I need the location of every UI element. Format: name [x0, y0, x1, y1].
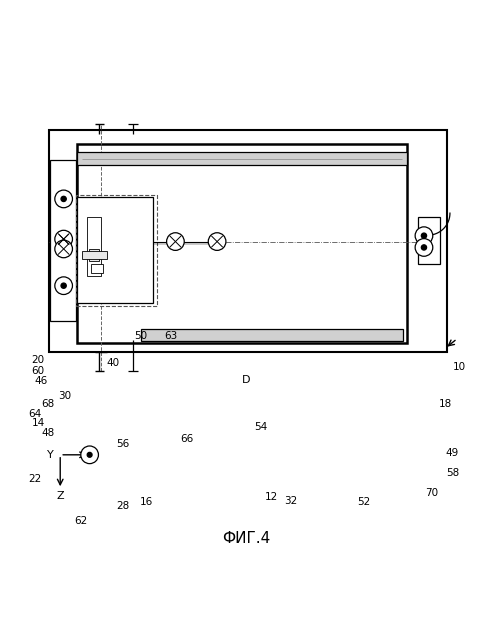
Text: 22: 22	[28, 474, 41, 484]
Bar	[82, 252, 107, 259]
Circle shape	[81, 446, 99, 463]
Bar	[91, 264, 103, 273]
Circle shape	[87, 452, 92, 457]
Bar	[50, 130, 386, 352]
Text: 50: 50	[135, 331, 148, 340]
Text: D: D	[242, 375, 251, 385]
Bar	[77, 152, 407, 164]
Circle shape	[167, 233, 184, 250]
Text: 63: 63	[164, 331, 177, 340]
Text: 64: 64	[28, 409, 41, 419]
Text: 52: 52	[357, 497, 371, 508]
Circle shape	[422, 244, 426, 250]
Text: 70: 70	[425, 488, 438, 497]
Text: 32: 32	[284, 497, 297, 506]
Text: 14: 14	[32, 418, 45, 428]
Text: 28: 28	[116, 501, 130, 511]
Bar	[141, 329, 403, 341]
Bar	[50, 160, 76, 321]
Text: 16: 16	[140, 497, 153, 508]
Text: 10: 10	[453, 362, 466, 372]
Text: 56: 56	[116, 438, 130, 449]
Text: 62: 62	[74, 516, 88, 526]
Bar	[77, 198, 153, 303]
Bar	[77, 143, 407, 343]
Circle shape	[55, 230, 72, 248]
Text: 30: 30	[59, 391, 71, 401]
Bar	[76, 195, 157, 307]
Text: Z: Z	[56, 492, 64, 502]
Text: 49: 49	[446, 449, 459, 458]
Circle shape	[55, 277, 72, 294]
Text: 40: 40	[106, 358, 120, 368]
Bar	[418, 217, 440, 264]
Text: 12: 12	[264, 492, 278, 502]
Circle shape	[61, 196, 66, 202]
Text: 68: 68	[41, 399, 55, 410]
Text: 48: 48	[41, 428, 55, 438]
Circle shape	[415, 239, 433, 256]
Circle shape	[55, 190, 72, 208]
Polygon shape	[1, 75, 492, 388]
Circle shape	[422, 233, 426, 238]
Circle shape	[415, 227, 433, 244]
Circle shape	[61, 283, 66, 289]
Circle shape	[55, 240, 72, 258]
Bar	[49, 131, 447, 352]
Text: 54: 54	[254, 422, 268, 432]
Text: 46: 46	[34, 376, 47, 387]
Text: 60: 60	[32, 367, 45, 376]
Bar	[89, 249, 100, 261]
Text: 66: 66	[180, 434, 193, 444]
Circle shape	[208, 233, 226, 250]
Text: 20: 20	[32, 355, 45, 365]
Text: 18: 18	[438, 399, 452, 410]
Text: ФИГ.4: ФИГ.4	[222, 531, 271, 546]
Text: Y: Y	[47, 450, 54, 460]
Bar	[411, 130, 445, 352]
Bar	[87, 217, 101, 276]
Text: 58: 58	[446, 468, 459, 478]
